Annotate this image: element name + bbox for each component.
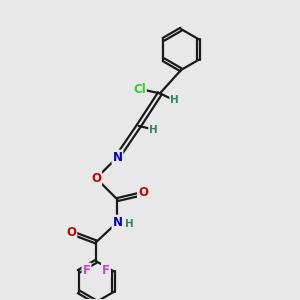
Text: H: H	[149, 125, 158, 135]
Text: O: O	[91, 172, 101, 185]
Text: Cl: Cl	[133, 83, 146, 97]
Text: H: H	[125, 219, 134, 230]
Text: O: O	[138, 186, 148, 199]
Text: F: F	[102, 263, 110, 277]
Text: H: H	[170, 95, 179, 106]
Text: O: O	[66, 226, 76, 238]
Text: N: N	[112, 216, 122, 229]
Text: N: N	[112, 151, 122, 164]
Text: F: F	[82, 263, 91, 277]
